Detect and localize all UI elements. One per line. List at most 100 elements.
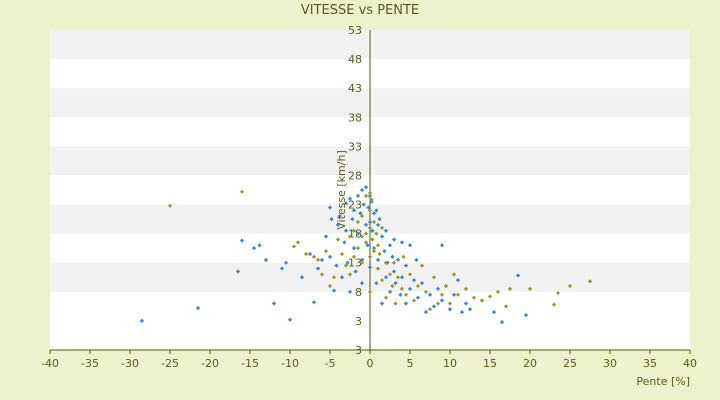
data-point: [367, 265, 373, 270]
x-tick-label: 35: [643, 357, 657, 370]
data-point: [257, 243, 262, 248]
data-point: [329, 216, 334, 222]
data-point: [359, 260, 365, 265]
y-tick-label: 8: [355, 286, 362, 299]
data-point: [507, 286, 513, 292]
data-point: [403, 263, 409, 268]
y-tick-label: 53: [348, 24, 362, 37]
data-point: [337, 214, 342, 219]
y-tick-label: 13: [348, 257, 362, 270]
data-point: [427, 307, 433, 312]
data-point: [351, 228, 357, 233]
x-tick-label: 20: [523, 357, 537, 370]
data-point: [371, 246, 377, 251]
data-point: [239, 238, 245, 243]
data-point: [239, 189, 245, 194]
data-point: [383, 275, 389, 280]
x-tick-label: -30: [121, 357, 139, 370]
series-1: [139, 184, 529, 325]
data-points: [139, 184, 593, 325]
data-point: [339, 251, 345, 257]
data-point: [343, 201, 349, 206]
data-point: [371, 248, 377, 254]
data-point: [367, 193, 373, 198]
data-point: [447, 307, 453, 312]
data-point: [271, 301, 277, 306]
data-point: [487, 294, 493, 299]
data-point: [587, 279, 593, 284]
data-point: [375, 222, 381, 228]
data-point: [387, 289, 393, 294]
data-point: [323, 248, 329, 254]
data-point: [555, 290, 561, 296]
data-point: [351, 246, 357, 251]
x-tick-label: -35: [81, 357, 99, 370]
data-point: [363, 184, 369, 190]
data-point: [355, 219, 361, 225]
data-point: [375, 243, 381, 248]
x-tick-label: -40: [41, 357, 59, 370]
data-point: [367, 219, 373, 225]
data-point: [195, 305, 201, 311]
y-tick-label: 18: [348, 228, 362, 241]
data-point: [427, 292, 433, 297]
data-point: [370, 228, 375, 233]
x-tick-label: 10: [443, 357, 457, 370]
data-point: [439, 292, 445, 297]
data-point: [287, 317, 293, 322]
data-point: [374, 208, 379, 213]
data-point: [327, 283, 333, 289]
data-point: [390, 254, 395, 260]
data-point: [319, 257, 325, 262]
data-point: [279, 266, 285, 271]
data-point: [423, 289, 429, 294]
data-point: [431, 275, 437, 280]
data-point: [299, 275, 305, 280]
data-point: [358, 211, 363, 216]
data-point: [523, 312, 529, 318]
data-point: [347, 272, 353, 277]
data-point: [382, 248, 387, 254]
x-tick-label: 5: [407, 357, 414, 370]
data-point: [407, 272, 413, 277]
data-point: [411, 278, 417, 283]
data-point: [139, 318, 145, 324]
data-point: [366, 205, 371, 210]
data-point: [391, 237, 397, 242]
y-tick-label: 33: [348, 140, 362, 153]
data-point: [363, 222, 369, 228]
data-point: [391, 269, 397, 274]
data-point: [359, 214, 365, 219]
data-point: [315, 257, 321, 262]
data-point: [379, 225, 385, 230]
data-point: [551, 302, 557, 307]
data-point: [467, 307, 473, 312]
data-point: [307, 251, 313, 257]
data-point: [347, 289, 353, 294]
data-point: [311, 300, 317, 305]
data-point: [359, 280, 365, 286]
series-2: [167, 189, 593, 312]
x-tick-label: 0: [367, 357, 374, 370]
data-point: [355, 231, 361, 236]
data-point: [393, 301, 398, 306]
data-point: [567, 283, 573, 289]
data-point: [415, 283, 421, 289]
y-tick-label: 38: [348, 111, 362, 124]
data-point: [435, 301, 441, 306]
data-point: [499, 319, 505, 325]
data-point: [343, 228, 349, 233]
data-point: [379, 301, 385, 306]
data-point: [335, 222, 341, 228]
data-point: [371, 211, 377, 216]
data-point: [283, 260, 289, 265]
data-point: [383, 260, 389, 265]
data-point: [367, 225, 373, 230]
data-point: [455, 278, 461, 283]
data-point: [331, 275, 337, 280]
x-tick-label: 25: [563, 357, 577, 370]
data-point: [415, 295, 421, 300]
data-point: [407, 286, 413, 292]
data-point: [387, 243, 393, 248]
